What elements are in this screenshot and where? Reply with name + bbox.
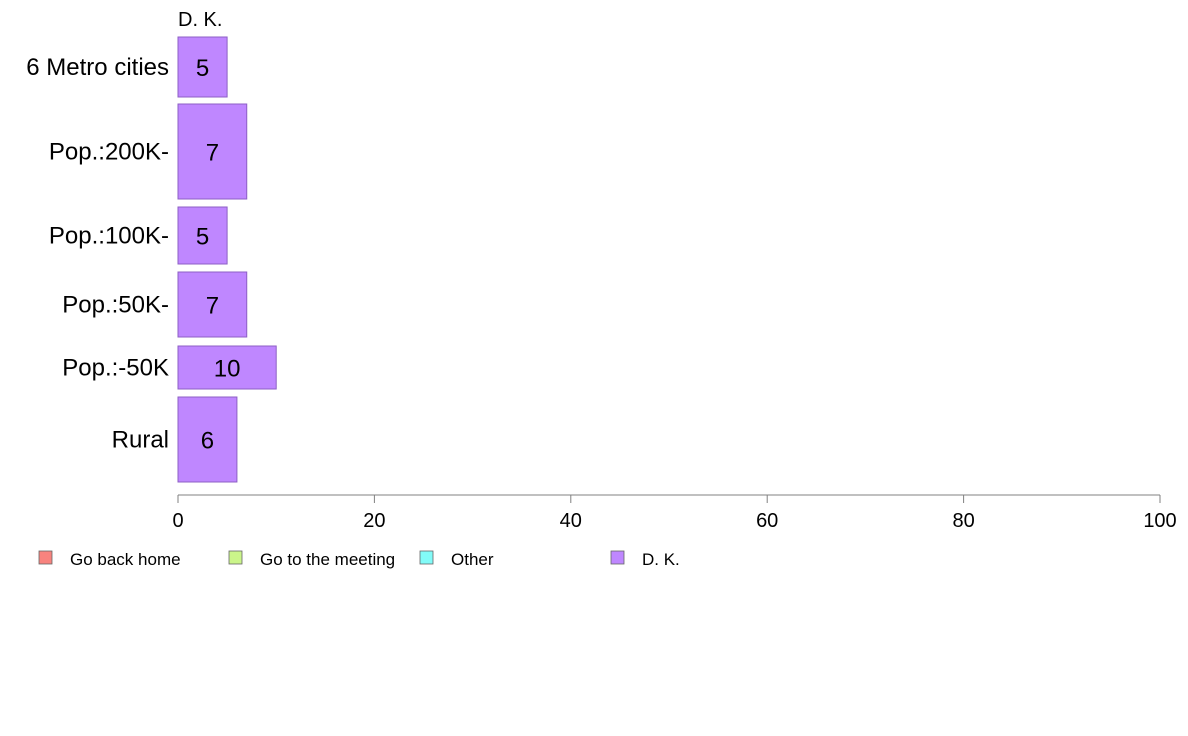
x-tick-label: 0 — [172, 510, 183, 532]
legend-swatch — [38, 550, 53, 565]
legend-swatch — [610, 550, 625, 565]
x-tick-label: 80 — [952, 510, 974, 532]
category-label: 6 Metro cities — [26, 54, 169, 81]
bar — [177, 271, 248, 338]
x-tick-label: 100 — [1143, 510, 1176, 532]
legend-label: Go to the meeting — [260, 550, 395, 569]
bar-value-label: 6 — [201, 428, 214, 455]
category-label: Pop.:50K- — [62, 292, 169, 319]
x-tick-label: 40 — [560, 510, 582, 532]
bar — [177, 103, 248, 200]
legend-label: D. K. — [642, 550, 680, 569]
bar-value-label: 7 — [206, 140, 219, 167]
x-tick-label: 60 — [756, 510, 778, 532]
bar — [177, 36, 228, 98]
category-label: Rural — [112, 427, 169, 454]
bar — [177, 345, 277, 390]
x-tick-label: 20 — [363, 510, 385, 532]
legend-swatch — [419, 550, 434, 565]
bar — [177, 206, 228, 265]
bar-value-label: 5 — [196, 55, 209, 82]
bar-value-label: 7 — [206, 293, 219, 320]
category-label: Pop.:-50K — [62, 355, 169, 382]
category-labels: 6 Metro cities Pop.:200K- Pop.:100K- Pop.:5… — [26, 54, 169, 454]
bar-value-label: 10 — [214, 356, 241, 383]
bar-value-label: 5 — [196, 224, 209, 251]
bar — [177, 396, 238, 483]
category-label: Pop.:200K- — [49, 139, 169, 166]
category-label: Pop.:100K- — [49, 223, 169, 250]
legend: Go back home Go to the meeting Other D. K. — [38, 550, 680, 569]
bars-group: 5 7 5 7 10 6 — [177, 36, 277, 483]
legend-label: Other — [451, 550, 494, 569]
x-axis: 0 20 40 60 80 100 — [172, 494, 1177, 532]
series-title: D. K. — [178, 9, 222, 31]
legend-label: Go back home — [70, 550, 181, 569]
legend-swatch — [228, 550, 243, 565]
